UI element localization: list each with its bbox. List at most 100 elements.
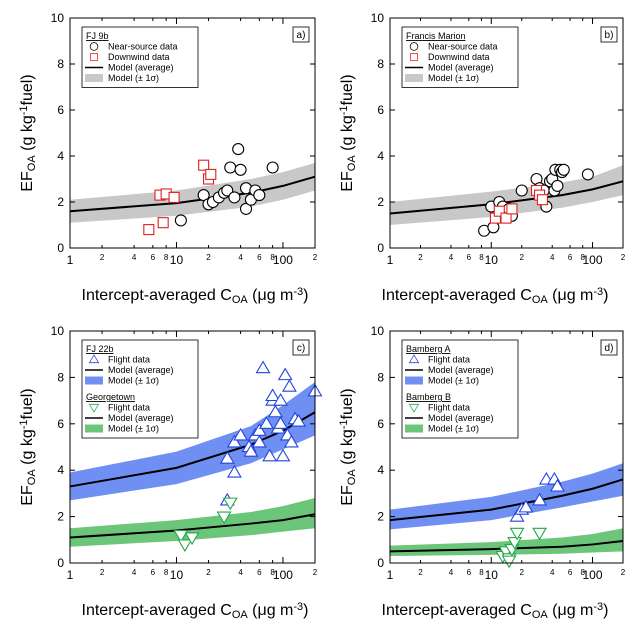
y-tick-label: 0 xyxy=(377,556,384,570)
x-tick-label: 1 xyxy=(387,568,394,582)
x-tick-label: 10 xyxy=(170,568,184,582)
x-tick-label: 4 xyxy=(449,568,454,577)
legend-title: Georgetown xyxy=(86,392,135,402)
legend-label: Downwind data xyxy=(428,52,490,62)
point xyxy=(266,161,279,174)
point xyxy=(536,194,548,206)
point xyxy=(509,527,525,541)
x-axis-label: Intercept-averaged COA (μg m-3) xyxy=(382,286,609,306)
legend-label: Flight data xyxy=(108,355,150,365)
point xyxy=(177,539,193,553)
x-axis-label-part: (μg m xyxy=(548,602,594,619)
x-tick-label: 4 xyxy=(132,253,137,262)
y-tick-label: 6 xyxy=(57,417,64,431)
plot-frame xyxy=(69,330,316,564)
x-axis-label-part: -3 xyxy=(593,286,603,298)
model-band xyxy=(70,382,315,501)
point xyxy=(239,202,253,215)
model-line xyxy=(389,180,624,215)
y-axis-label-part: (g kg xyxy=(19,429,36,469)
point xyxy=(233,427,249,441)
model-band xyxy=(70,162,315,223)
x-tick-label: 2 xyxy=(418,253,423,262)
x-tick-label: 8 xyxy=(164,568,169,577)
point xyxy=(216,511,232,525)
y-axis-label-part: EF xyxy=(339,171,356,192)
point xyxy=(258,416,274,429)
y-tick-label: 2 xyxy=(57,195,64,209)
y-axis-label-part: EF xyxy=(339,485,356,506)
legend-label: Model (± 1σ) xyxy=(428,73,479,83)
y-axis-label-part: EF xyxy=(19,171,36,192)
legend-title: FJ 22b xyxy=(86,344,114,354)
y-axis-label-part: fuel) xyxy=(339,74,356,105)
x-tick-label: 6 xyxy=(151,253,156,262)
x-tick-label: 8 xyxy=(479,568,484,577)
y-axis-label-part: OA xyxy=(26,469,38,486)
legend-box xyxy=(81,339,199,439)
y-tick-label: 4 xyxy=(57,463,64,477)
point xyxy=(205,168,217,180)
point xyxy=(277,367,293,381)
x-tick-label: 6 xyxy=(151,568,156,577)
x-axis-label: Intercept-averaged COA (μg m-3) xyxy=(82,601,309,620)
y-tick-label: 2 xyxy=(377,195,384,209)
panel-label: b) xyxy=(605,30,614,41)
legend-marker xyxy=(88,354,100,364)
legend-title: FJ 9b xyxy=(86,31,109,41)
x-tick-label: 4 xyxy=(550,568,555,577)
panel-label-box xyxy=(292,26,310,43)
point xyxy=(551,179,564,192)
x-tick-label: 8 xyxy=(164,253,169,262)
x-tick-label: 10 xyxy=(485,568,499,582)
x-axis-label: Intercept-averaged COA (μg m-3) xyxy=(82,286,309,306)
y-axis-label-part: fuel) xyxy=(19,388,36,419)
x-tick-label: 6 xyxy=(257,568,262,577)
legend-label: Model (± 1σ) xyxy=(428,424,479,434)
x-tick-label: 4 xyxy=(449,253,454,262)
x-tick-label: 100 xyxy=(583,253,603,267)
point xyxy=(532,492,548,506)
y-axis-label-part: EF xyxy=(19,485,36,506)
x-axis-label-part: OA xyxy=(232,294,249,306)
legend-title: Bamberg B xyxy=(406,392,451,402)
point xyxy=(173,530,189,543)
point xyxy=(232,143,245,156)
point xyxy=(143,224,155,236)
y-tick-label: 6 xyxy=(377,417,384,431)
legend-label: Near-source data xyxy=(108,42,178,52)
legend-swatch xyxy=(405,424,423,433)
point xyxy=(281,379,297,392)
x-tick-label: 8 xyxy=(270,568,275,577)
model-line xyxy=(389,478,624,522)
point xyxy=(506,203,518,215)
legend-title: Francis Marion xyxy=(406,31,466,41)
y-tick-label: 2 xyxy=(57,510,64,524)
y-axis-label-part: -1 xyxy=(338,105,350,115)
y-tick-label: 8 xyxy=(57,370,64,384)
point xyxy=(275,448,291,462)
panel-label: a) xyxy=(297,30,306,41)
x-tick-label: 4 xyxy=(238,253,243,262)
legend-marker xyxy=(410,53,418,61)
y-tick-label: 8 xyxy=(377,57,384,71)
point xyxy=(509,509,525,522)
model-band xyxy=(70,498,315,547)
x-axis-label-part: -3 xyxy=(593,601,603,613)
x-tick-label: 2 xyxy=(520,568,525,577)
y-tick-label: 0 xyxy=(377,241,384,255)
x-axis-label: Intercept-averaged COA (μg m-3) xyxy=(382,601,609,620)
point xyxy=(273,393,289,406)
x-tick-label: 100 xyxy=(273,568,293,582)
legend-marker xyxy=(89,42,99,51)
point xyxy=(549,478,565,492)
point xyxy=(219,451,235,464)
legend-box xyxy=(401,26,519,88)
plot-frame xyxy=(389,330,624,564)
y-axis-label-part: OA xyxy=(26,155,38,172)
y-tick-label: 8 xyxy=(377,370,384,384)
x-tick-label: 6 xyxy=(467,568,472,577)
x-axis-label-part: ) xyxy=(303,602,308,619)
x-axis-label-part: ) xyxy=(303,287,308,304)
legend-label: Flight data xyxy=(428,403,470,413)
